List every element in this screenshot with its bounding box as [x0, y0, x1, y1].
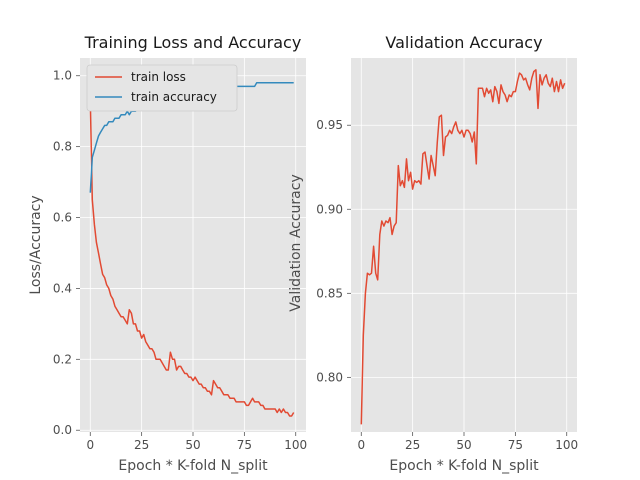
line-series-0	[360, 69, 566, 425]
ticks-training: 0 25 50 75 100 0.0 0.2 0.4 0.6 0.8 1.0	[53, 69, 307, 452]
x-axis-label-training: Epoch * K-fold N_split	[118, 458, 268, 474]
chart-training: 0 25 50 75 100 0.0 0.2 0.4 0.6 0.8 1.0 Training Lo…	[28, 33, 307, 474]
x-tick-label: 50	[456, 438, 471, 452]
chart-title-training: Training Loss and Accuracy	[84, 33, 302, 52]
chart-validation: 0 25 50 75 100 0.80 0.85 0.90 0.95 Validation Ac…	[288, 33, 578, 474]
legend-label-train-accuracy: train accuracy	[131, 90, 217, 104]
y-tick-label: 0.90	[316, 202, 343, 216]
grid-validation	[351, 58, 577, 432]
x-tick-label: 100	[284, 438, 307, 452]
y-tick-label: 0.6	[53, 211, 72, 225]
x-tick-label: 0	[86, 438, 94, 452]
x-tick-label: 50	[185, 438, 200, 452]
x-tick-label: 25	[405, 438, 420, 452]
legend: train loss train accuracy	[86, 64, 238, 112]
y-tick-label: 0.8	[53, 140, 72, 154]
chart-title-validation: Validation Accuracy	[385, 33, 542, 52]
y-tick-label: 0.0	[53, 423, 72, 437]
x-axis-label-validation: Epoch * K-fold N_split	[389, 458, 539, 474]
y-axis-label-validation: Validation Accuracy	[288, 174, 304, 312]
legend-box	[86, 64, 238, 112]
x-tick-label: 0	[357, 438, 365, 452]
y-tick-label: 0.85	[316, 286, 343, 300]
line-train-loss	[89, 100, 295, 417]
y-tick-label: 1.0	[53, 69, 72, 83]
x-tick-label: 75	[508, 438, 523, 452]
ticks-validation: 0 25 50 75 100 0.80 0.85 0.90 0.95	[316, 118, 578, 452]
legend-label-train-loss: train loss	[131, 70, 186, 84]
x-tick-label: 75	[237, 438, 252, 452]
y-tick-label: 0.4	[53, 281, 72, 295]
x-tick-label: 100	[555, 438, 578, 452]
y-tick-label: 0.2	[53, 352, 72, 366]
y-axis-label-training: Loss/Accuracy	[28, 195, 44, 294]
y-tick-label: 0.80	[316, 370, 343, 384]
x-tick-label: 25	[134, 438, 149, 452]
series-validation	[360, 69, 566, 425]
y-tick-label: 0.95	[316, 118, 343, 132]
